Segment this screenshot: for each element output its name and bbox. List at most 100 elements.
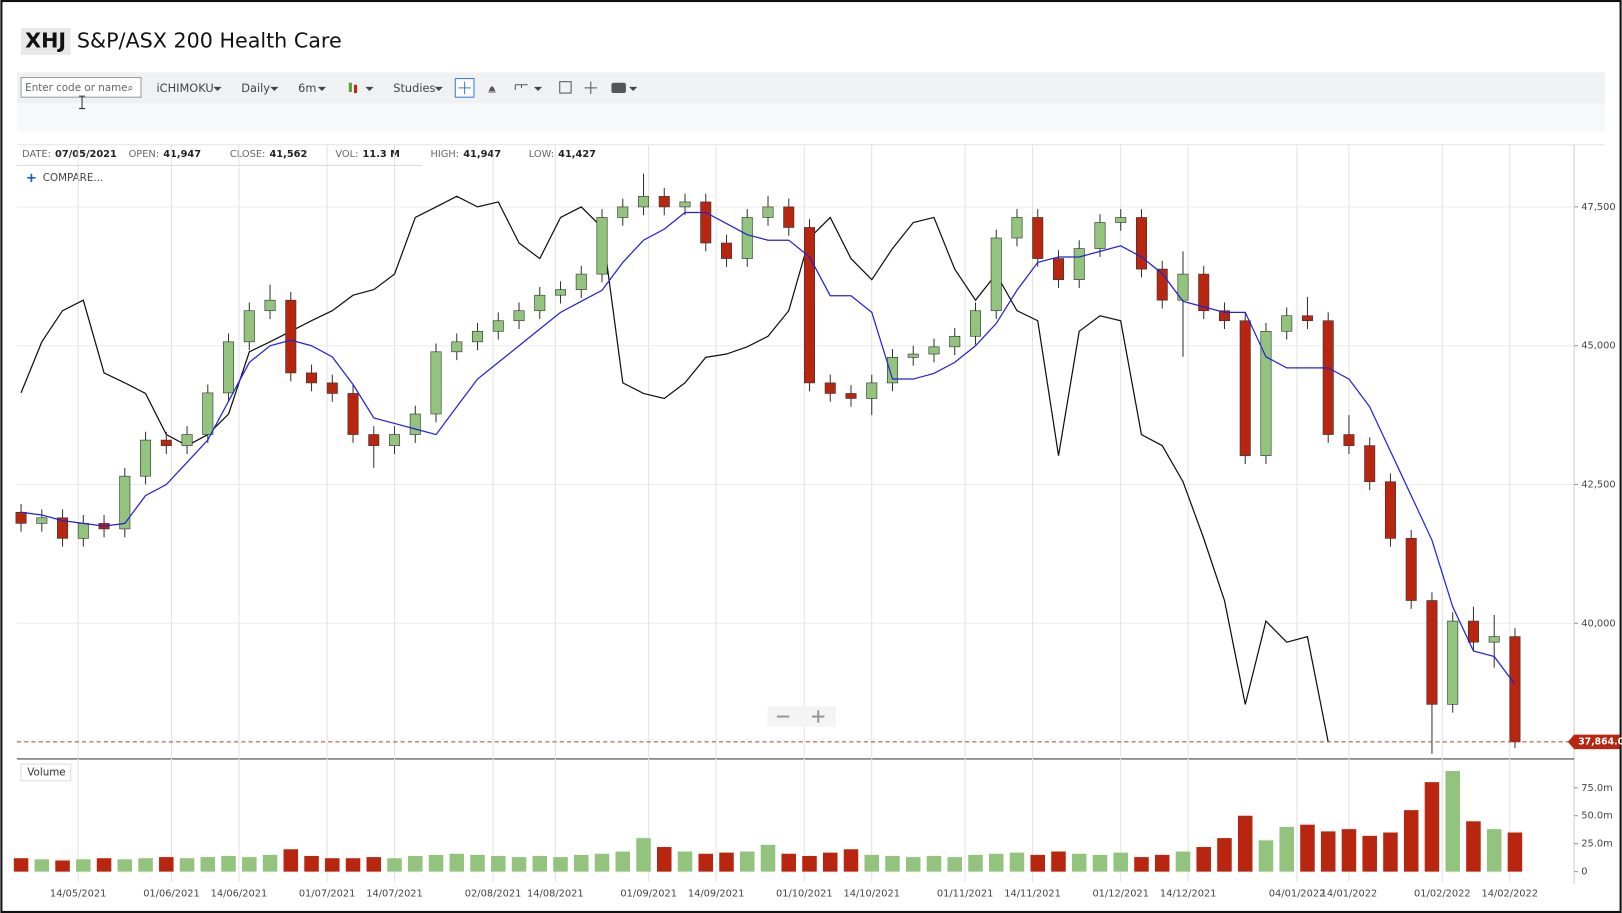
candle-body xyxy=(907,353,919,358)
candle-body xyxy=(160,439,172,446)
info-value: 41,562 xyxy=(269,149,307,160)
volume-bar xyxy=(1279,826,1294,872)
toolbar-sub xyxy=(16,103,1606,133)
candle-body xyxy=(1011,217,1023,239)
candle-body xyxy=(1156,268,1168,301)
info-bar: DATE: 07/05/2021 OPEN: 41,947 CLOSE: 41,562 VO… xyxy=(22,149,596,160)
volume-bar xyxy=(739,851,755,872)
studies[interactable]: Studies xyxy=(393,81,435,95)
search-icon[interactable]: ⌕ xyxy=(128,82,134,94)
info-value: 41,947 xyxy=(463,149,501,160)
compare-plus[interactable] xyxy=(27,173,36,182)
volume-bar xyxy=(926,855,942,872)
volume-bar xyxy=(594,853,610,872)
volume-bar xyxy=(1030,854,1045,872)
candle-body xyxy=(368,434,380,446)
x-tick-label: 01/07/2021 xyxy=(299,888,356,899)
volume-bar xyxy=(96,858,112,872)
x-tick-label: 14/09/2021 xyxy=(688,888,745,899)
candle-body xyxy=(866,382,878,399)
x-tick-label: 14/08/2021 xyxy=(527,888,584,899)
volume-bar xyxy=(408,855,423,872)
dropdown-arrow xyxy=(270,86,279,91)
y-tick-label: 47,500 xyxy=(1581,202,1615,213)
x-tick-label: 01/02/2022 xyxy=(1414,888,1471,899)
volume-tick-label: 75.0m xyxy=(1581,783,1612,794)
volume-bar xyxy=(283,849,299,872)
candle-body xyxy=(617,206,629,218)
range[interactable]: 6m xyxy=(298,81,316,95)
interval[interactable]: Daily xyxy=(241,81,270,95)
crosshair-icon xyxy=(458,81,471,95)
volume-bar xyxy=(1113,852,1128,872)
volume-bar xyxy=(428,854,444,872)
candle-body xyxy=(575,273,587,290)
alert-icon[interactable] xyxy=(488,86,496,93)
volume-bar xyxy=(1507,832,1523,872)
x-tick-label: 04/01/2022 xyxy=(1269,888,1326,899)
volume-bar xyxy=(1196,847,1211,872)
candle-body xyxy=(1260,330,1272,456)
candle-body xyxy=(77,523,89,539)
toolbar xyxy=(16,72,1606,104)
last-price-tag xyxy=(1567,734,1620,750)
candle-body xyxy=(1364,445,1376,483)
candle-icon[interactable] xyxy=(348,82,358,94)
candle-body xyxy=(700,201,712,244)
volume-tick-label: 50.0m xyxy=(1581,811,1612,822)
candle-body xyxy=(492,320,504,332)
camera-icon[interactable] xyxy=(611,82,626,94)
candle-body xyxy=(472,330,484,343)
volume-bar xyxy=(822,852,838,872)
move-icon[interactable] xyxy=(584,81,597,95)
candle-body xyxy=(223,341,235,394)
symbol: XHJ xyxy=(25,28,66,52)
volume-bar xyxy=(304,855,319,872)
candle-body xyxy=(721,242,733,259)
symbol-badge xyxy=(21,27,71,55)
volume-label: Volume xyxy=(27,766,65,778)
candle-body xyxy=(1218,310,1230,322)
candle-body xyxy=(1467,620,1479,643)
candle-body xyxy=(555,289,567,296)
info-label: HIGH: xyxy=(430,149,459,160)
zoom-in[interactable] xyxy=(812,710,825,723)
volume-bar xyxy=(1320,831,1336,872)
x-tick-label: 14/12/2021 xyxy=(1160,888,1217,899)
candle-body xyxy=(845,393,857,399)
candle-body xyxy=(1135,217,1147,270)
candle-body xyxy=(949,335,961,348)
chart-type[interactable]: iCHIMOKU xyxy=(156,81,213,95)
compare[interactable]: COMPARE... xyxy=(43,172,103,184)
x-tick-label: 14/01/2022 xyxy=(1321,888,1378,899)
x-tick-label: 14/11/2021 xyxy=(1004,888,1061,899)
dropdown-arrow xyxy=(365,86,374,91)
candle-body xyxy=(285,299,297,374)
volume-bar xyxy=(1051,851,1066,872)
x-tick-label: 14/06/2021 xyxy=(211,888,268,899)
candle-body xyxy=(181,434,193,446)
info-label: VOL: xyxy=(335,149,358,160)
volume-bar xyxy=(13,858,29,872)
dropdown-arrow xyxy=(213,86,222,91)
volume-bar xyxy=(656,847,672,872)
volume-bar xyxy=(117,859,133,872)
last-price-label: 37,864.0 xyxy=(1578,736,1622,747)
search-input[interactable] xyxy=(20,77,142,98)
table-icon[interactable] xyxy=(559,81,572,94)
candle-body xyxy=(306,372,318,384)
volume-bar xyxy=(1403,810,1419,872)
volume-bar xyxy=(1300,824,1315,872)
candle-body xyxy=(1177,273,1189,301)
candle-body xyxy=(804,227,815,384)
info-label: OPEN: xyxy=(129,149,160,160)
candle-body xyxy=(1115,217,1127,223)
dropdown-arrow xyxy=(317,86,327,91)
volume-bar xyxy=(988,853,1004,872)
candle-body xyxy=(824,382,836,394)
draw-icon[interactable] xyxy=(514,84,528,90)
volume-label-box xyxy=(20,763,72,782)
volume-bar xyxy=(387,858,402,872)
x-tick-label: 01/12/2021 xyxy=(1092,888,1149,899)
